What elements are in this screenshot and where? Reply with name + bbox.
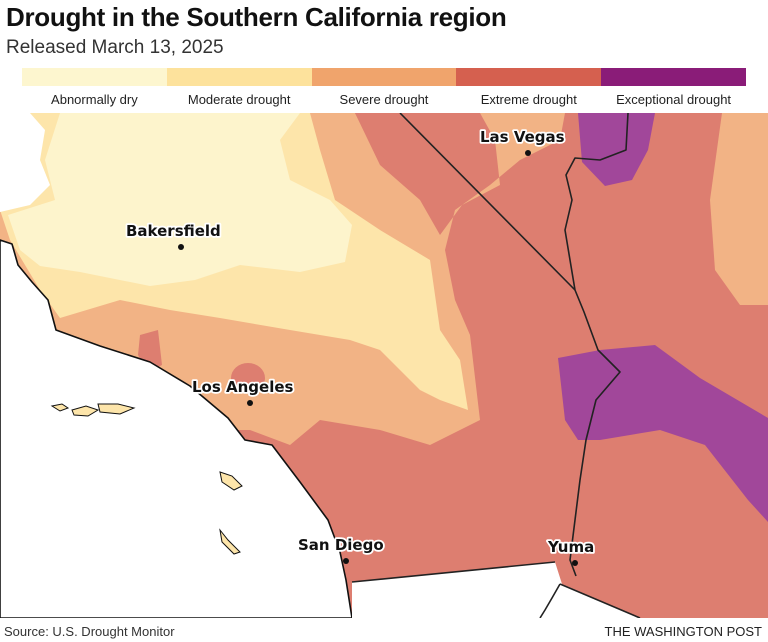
az-mexico-border <box>559 583 641 618</box>
us-mexico-border <box>351 561 556 583</box>
legend-item-exceptional: Exceptional drought <box>601 68 746 107</box>
chart-title: Drought in the Southern California regio… <box>6 2 507 32</box>
borders <box>351 113 641 618</box>
ocean-north <box>0 113 50 212</box>
legend-item-moderate: Moderate drought <box>166 68 312 107</box>
extreme-patch-la <box>231 363 265 393</box>
legend-item-extreme: Extreme drought <box>456 68 602 107</box>
publisher-credit: THE WASHINGTON POST <box>604 624 762 639</box>
exceptional-area-south <box>558 345 768 522</box>
drought-map: Las Vegas Bakersfield Los Angeles San Di… <box>0 113 768 618</box>
river-mexico <box>539 583 561 618</box>
city-label-yuma: Yuma <box>547 538 594 556</box>
islands <box>50 403 243 555</box>
legend: Abnormally dry Moderate drought Severe d… <box>22 68 746 107</box>
city-dot-san-diego <box>343 558 349 564</box>
abnormally-dry-area <box>8 113 352 286</box>
city-label-san-diego: San Diego <box>298 536 384 554</box>
legend-swatch <box>456 68 602 86</box>
island <box>97 403 136 415</box>
ca-nv-border <box>399 113 576 291</box>
city-label-las-vegas: Las Vegas <box>480 128 565 146</box>
legend-label: Moderate drought <box>187 92 291 107</box>
city-label-bakersfield: Bakersfield <box>126 222 221 240</box>
extreme-area-north <box>355 113 472 185</box>
legend-label: Abnormally dry <box>51 92 138 107</box>
legend-swatch <box>311 68 457 86</box>
island <box>219 471 243 491</box>
city-dot-los-angeles <box>247 400 253 406</box>
legend-item-severe: Severe drought <box>311 68 457 107</box>
legend-label: Exceptional drought <box>616 92 732 107</box>
legend-label: Extreme drought <box>480 92 577 107</box>
severe-area-east <box>710 113 768 305</box>
city-label-los-angeles: Los Angeles <box>192 378 294 396</box>
legend-label: Severe drought <box>339 92 429 107</box>
legend-swatch <box>601 68 746 86</box>
legend-item-abnormally-dry: Abnormally dry <box>22 68 167 107</box>
city-markers <box>178 150 578 566</box>
source-note: Source: U.S. Drought Monitor <box>4 624 175 639</box>
island <box>219 528 241 555</box>
legend-swatch <box>166 68 312 86</box>
colorado-river-border <box>564 113 629 577</box>
city-dot-yuma <box>572 560 578 566</box>
city-dot-las-vegas <box>525 150 531 156</box>
island <box>50 403 70 412</box>
island <box>71 405 100 417</box>
city-dot-bakersfield <box>178 244 184 250</box>
legend-swatch <box>22 68 167 86</box>
release-date: Released March 13, 2025 <box>6 37 224 58</box>
ocean <box>0 239 353 618</box>
mexico <box>352 562 640 618</box>
exceptional-area-north <box>578 113 655 186</box>
